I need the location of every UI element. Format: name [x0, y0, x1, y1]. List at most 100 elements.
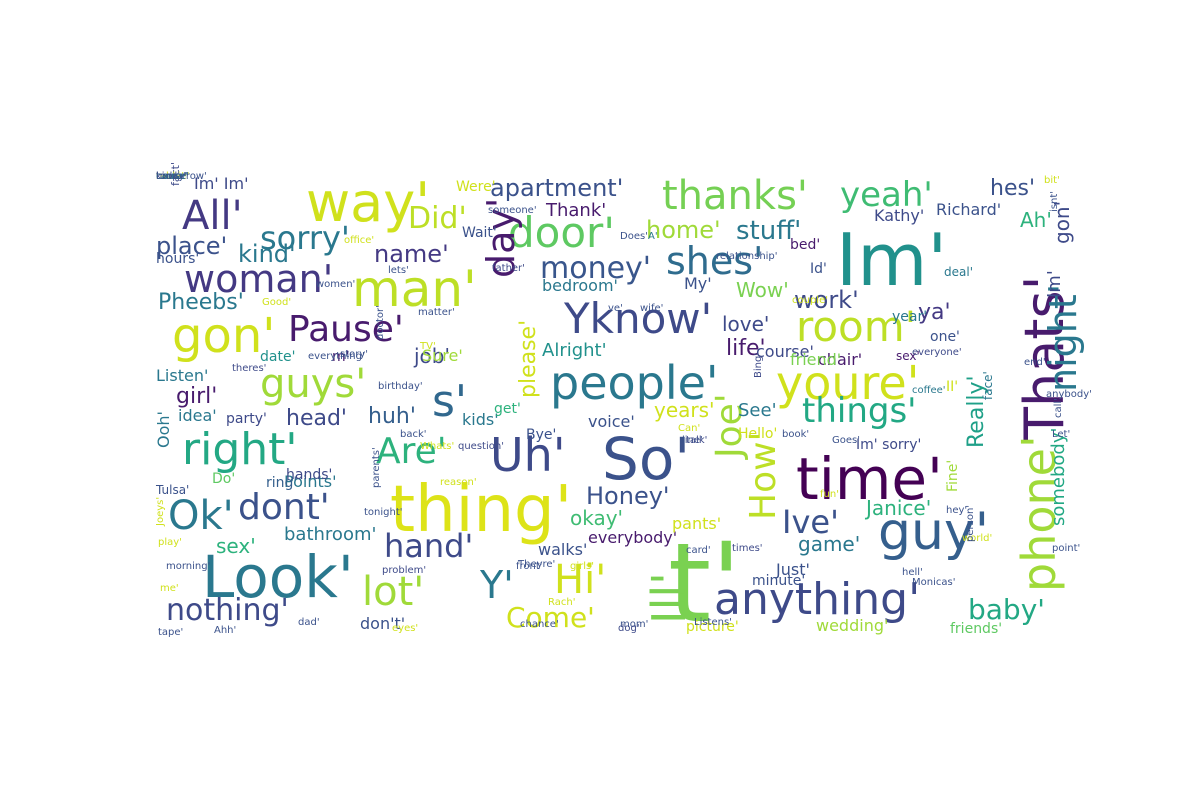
word-joeys-188: Joeys': [155, 496, 166, 526]
word-everyone-157: everyone': [912, 347, 962, 358]
word-listens-173: Listens': [694, 617, 732, 628]
word-person-168: person': [965, 504, 976, 542]
word-girl-63: girl': [176, 384, 218, 409]
word-place-51: place': [156, 232, 228, 260]
word-card-172: card': [686, 545, 711, 556]
word-janice-57: Janice': [866, 496, 932, 520]
word-whats-186: Whats': [420, 441, 455, 452]
word-don-t-90: don't': [360, 614, 406, 633]
word-theres-146: theres': [232, 363, 267, 374]
word-stuff-52: stuff': [736, 216, 802, 246]
word-coffee-159: coffee': [912, 385, 946, 396]
word-did-47: Did': [408, 201, 467, 236]
word-office-130: office': [344, 235, 375, 246]
word-bit-134: bit': [1044, 175, 1060, 186]
word-dad-181: dad': [298, 617, 320, 628]
word-ya-72: ya': [918, 300, 951, 325]
word-ring-89: ring': [266, 475, 298, 491]
word-get-99: get': [494, 401, 521, 417]
word-thanks-23: thanks': [662, 173, 808, 219]
word-hes-73: hes': [990, 176, 1035, 201]
word-theyre-187: Theyre': [518, 559, 556, 570]
word-sex-69: sex': [216, 534, 256, 558]
word-sure-108: Sure': [422, 346, 463, 365]
word-problem-182: problem': [382, 565, 427, 576]
word-nothing-44: nothing': [166, 593, 289, 628]
word-tulsa-126: Tulsa': [156, 483, 190, 497]
word-isnt-135: isnt': [1049, 191, 1060, 212]
word-matter-143: matter': [418, 307, 455, 318]
word-talk-154: talk': [686, 435, 708, 446]
word-fine-125: Fine': [945, 459, 961, 492]
word-line-153: line': [682, 435, 703, 446]
word-friend-103: friend': [790, 350, 842, 369]
word-bed-104: bed': [790, 237, 821, 253]
word-home-53: home': [646, 216, 721, 244]
word-women-138: women': [316, 279, 356, 290]
word-one-107: one': [930, 329, 960, 345]
word-money-39: money': [540, 251, 652, 286]
word-let-161: Let': [1052, 429, 1071, 440]
word-somebody-55: somebody': [1048, 427, 1069, 526]
word-pause-34: Pause': [288, 309, 404, 350]
word-tv-144: TV': [420, 341, 436, 352]
word-couple-142: couple': [792, 295, 828, 306]
word-ii-124: II': [946, 379, 959, 395]
word-baby-42: baby': [968, 593, 1045, 626]
word-year-106: year': [892, 309, 928, 325]
word-hi-29: Hi': [554, 557, 607, 603]
word-hell-169: hell': [902, 567, 923, 578]
word-bathroom-87: bathroom': [284, 524, 377, 545]
word-wife-140: wife': [640, 303, 664, 314]
word-bedroom-84: bedroom': [542, 276, 618, 295]
word-do-116: Do': [212, 471, 236, 487]
word-friends-93: friends': [950, 621, 1003, 637]
word-yknow-19: Yknow': [564, 294, 713, 343]
word-tomorrow-196: tomorrow': [156, 171, 207, 182]
word-are-33: Are': [376, 431, 447, 472]
word-bye-114: Bye': [526, 427, 557, 443]
word-anything-15: anything': [714, 574, 921, 625]
word-ive-43: Ive': [782, 503, 839, 541]
word-guy-7: guy': [878, 502, 990, 562]
word-pants-96: pants': [672, 514, 722, 533]
word-ah-74: Ah': [1020, 208, 1052, 232]
word-love-66: love': [722, 312, 770, 336]
word-ooh-115: Ooh': [154, 411, 173, 448]
word-monicas-170: Monicas': [912, 577, 956, 588]
word-please-50: please': [516, 319, 541, 398]
word-everybody-86: everybody': [588, 528, 678, 547]
word-kind-60: kind': [238, 240, 296, 268]
word-idea-113: idea': [178, 406, 217, 425]
word-can-152: Can': [678, 423, 701, 434]
word-listen-109: Listen': [156, 366, 209, 385]
word-years-67: years': [654, 398, 715, 422]
word-were-119: Were': [456, 179, 496, 195]
word-m-111: m': [332, 349, 350, 365]
word-apartment-48: apartment': [490, 174, 624, 202]
word-im-0: Im': [836, 218, 948, 302]
word-ill-12: Ill': [642, 572, 696, 624]
word-okay-68: okay': [570, 506, 624, 530]
word-kids-98: kids': [462, 410, 499, 429]
word-girls-176: girls': [570, 561, 594, 572]
word-end-158: end': [1024, 357, 1046, 368]
word-head-61: head': [286, 406, 347, 431]
word-course-102: course': [756, 342, 814, 361]
word-kathy-80: Kathy': [874, 206, 925, 225]
word-ve-141: ve': [608, 303, 623, 314]
word-point-167: point': [1052, 543, 1081, 554]
word-shes-25: shes': [666, 239, 764, 283]
word-life-65: life': [726, 336, 766, 361]
word-people-10: people': [550, 356, 719, 410]
word-woman-22: woman': [184, 257, 334, 301]
word-minute-95: minute': [752, 573, 806, 589]
word-someone-129: someone': [488, 205, 537, 216]
word-room-26: room': [796, 302, 917, 351]
word-im-sorry-122: Im' sorry': [856, 437, 922, 453]
word-bing-163: Bing': [753, 352, 764, 378]
word-good-139: Good': [262, 297, 292, 308]
word-pheebs-58: Pheebs': [158, 290, 244, 315]
word-does-131: Does': [620, 231, 648, 242]
word-father-136: father': [492, 263, 525, 274]
